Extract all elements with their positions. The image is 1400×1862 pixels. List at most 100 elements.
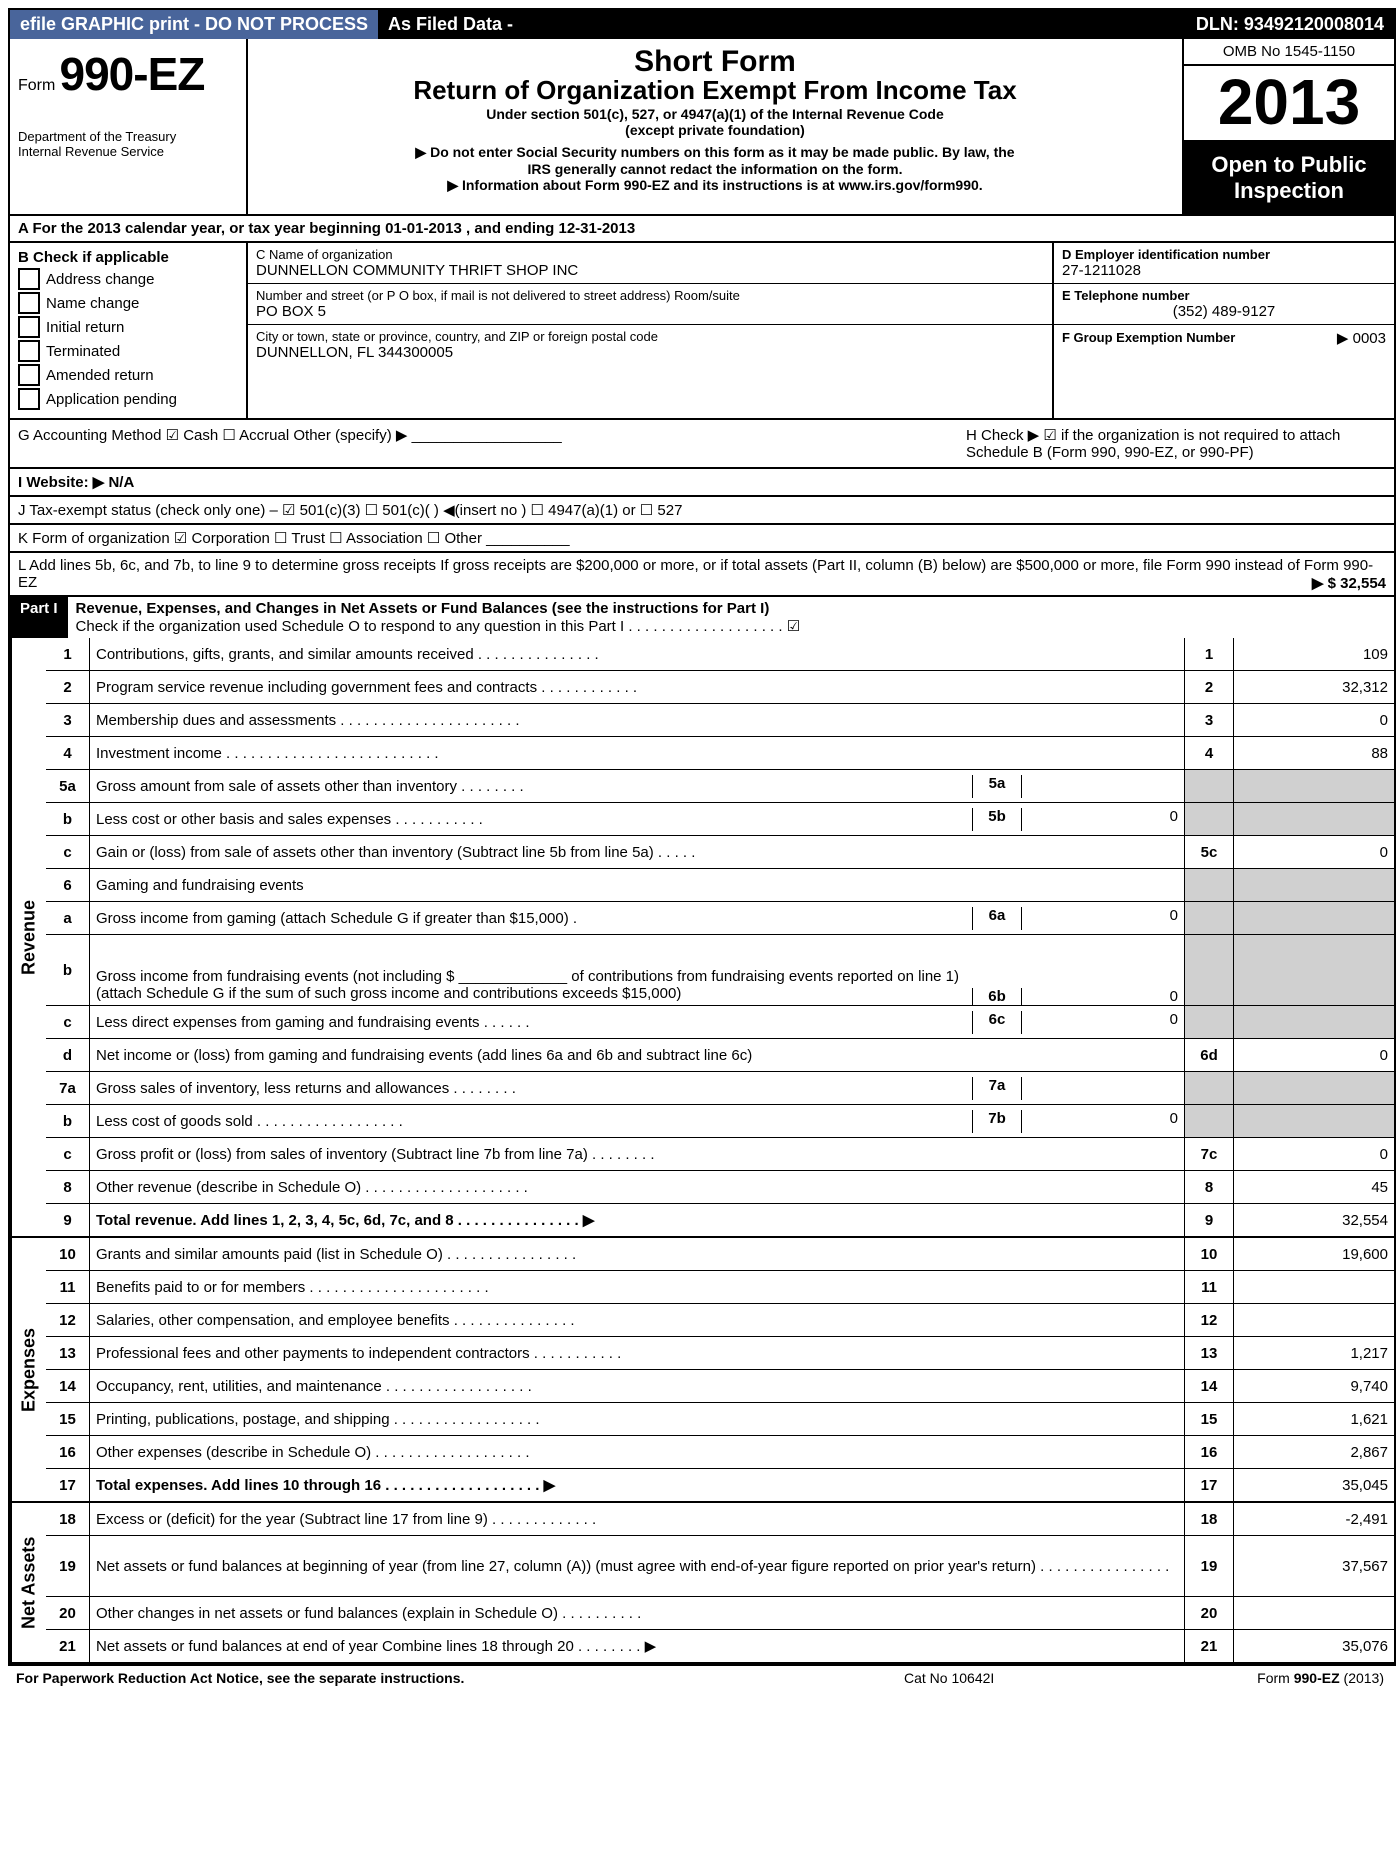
cname-label: C Name of organization [256,247,1044,262]
checkbox-icon[interactable] [18,364,40,386]
line-value: 35,076 [1234,1630,1394,1662]
inner-box-val: 0 [1022,988,1184,1005]
line-number: 21 [46,1630,90,1662]
part1-title: Revenue, Expenses, and Changes in Net As… [68,597,1394,638]
cell-c-street: Number and street (or P O box, if mail i… [248,284,1052,325]
checkbox-icon[interactable] [18,388,40,410]
checkbox-icon[interactable] [18,316,40,338]
line-number: 20 [46,1597,90,1630]
line-number: 2 [46,671,90,704]
row-h: H Check ▶ ☑ if the organization is not r… [966,426,1386,461]
short-form-title: Short Form [260,45,1170,79]
checkbox-amended-return[interactable]: Amended return [18,364,238,386]
city-label: City or town, state or province, country… [256,329,1044,344]
line-number: b [46,803,90,836]
dln: DLN: 93492120008014 [1186,10,1394,39]
line-number: c [46,836,90,869]
open-line1: Open to Public [1188,152,1390,178]
part1-header: Part I Revenue, Expenses, and Changes in… [10,597,1394,638]
line-box-gray [1184,1006,1234,1039]
checkbox-terminated[interactable]: Terminated [18,340,238,362]
group-exempt-value: ▶ 0003 [1337,329,1386,347]
info-link: ▶ Information about Form 990-EZ and its … [260,177,1170,194]
row-l: L Add lines 5b, 6c, and 7b, to line 9 to… [10,553,1394,597]
open-line2: Inspection [1188,178,1390,204]
section-label-exp: Expenses [10,1238,46,1501]
line-number: 9 [46,1204,90,1236]
line-desc: Printing, publications, postage, and shi… [90,1403,1184,1436]
form-990ez: efile GRAPHIC print - DO NOT PROCESS As … [8,8,1396,1666]
checkbox-name-change[interactable]: Name change [18,292,238,314]
line-box-gray [1184,803,1234,836]
line-desc: Excess or (deficit) for the year (Subtra… [90,1503,1184,1536]
checkbox-icon[interactable] [18,292,40,314]
line-number: d [46,1039,90,1072]
line-desc: Occupancy, rent, utilities, and maintena… [90,1370,1184,1403]
phone-value: (352) 489-9127 [1062,303,1386,320]
line-number: 15 [46,1403,90,1436]
line-value: 9,740 [1234,1370,1394,1403]
line-desc: Gross sales of inventory, less returns a… [90,1072,1184,1105]
cell-c-name: C Name of organization DUNNELLON COMMUNI… [248,243,1052,284]
line-box-num: 10 [1184,1238,1234,1271]
line-value: 2,867 [1234,1436,1394,1469]
line-value: 19,600 [1234,1238,1394,1271]
checkbox-application-pending[interactable]: Application pending [18,388,238,410]
line-value: 0 [1234,1138,1394,1171]
line-number: 11 [46,1271,90,1304]
dept-irs: Internal Revenue Service [18,144,238,159]
line-value: 32,554 [1234,1204,1394,1236]
org-name: DUNNELLON COMMUNITY THRIFT SHOP INC [256,262,1044,279]
line-value: 45 [1234,1171,1394,1204]
row-g: G Accounting Method ☑ Cash ☐ Accrual Oth… [18,426,966,461]
row-k-formorg: K Form of organization ☑ Corporation ☐ T… [10,525,1394,553]
line-value: -2,491 [1234,1503,1394,1536]
line-value-gray [1234,1105,1394,1138]
row-l-amount: ▶ $ 32,554 [1312,574,1386,592]
line-number: 7a [46,1072,90,1105]
line-number: 13 [46,1337,90,1370]
inner-box-num: 5a [972,775,1022,798]
inner-box-val: 0 [1022,1011,1184,1034]
line-desc: Net assets or fund balances at beginning… [90,1536,1184,1597]
line-number: 1 [46,638,90,671]
line-number: 12 [46,1304,90,1337]
omb-number: OMB No 1545-1150 [1184,39,1394,66]
line-value-gray [1234,770,1394,803]
top-bar: efile GRAPHIC print - DO NOT PROCESS As … [10,10,1394,39]
line-number: 5a [46,770,90,803]
inner-box-val: 0 [1022,808,1184,831]
line-box-num: 11 [1184,1271,1234,1304]
line-value: 35,045 [1234,1469,1394,1501]
footer-right: Form Form 990-EZ (2013)990-EZ (2013) [1164,1670,1384,1686]
inner-box-num: 6a [972,907,1022,930]
line-number: 16 [46,1436,90,1469]
col-b-title: B Check if applicable [18,249,238,266]
line-value-gray [1234,803,1394,836]
tax-year: 2013 [1184,66,1394,142]
line-desc: Other revenue (describe in Schedule O) .… [90,1171,1184,1204]
row-l-text: L Add lines 5b, 6c, and 7b, to line 9 to… [18,557,1373,591]
line-number: c [46,1006,90,1039]
footer-left: For Paperwork Reduction Act Notice, see … [16,1670,904,1686]
line-number: 3 [46,704,90,737]
footer-mid: Cat No 10642I [904,1670,1164,1686]
efile-banner: efile GRAPHIC print - DO NOT PROCESS [10,10,378,39]
line-box-num: 2 [1184,671,1234,704]
line-number: 14 [46,1370,90,1403]
checkbox-icon[interactable] [18,268,40,290]
open-to-public: Open to Public Inspection [1184,142,1394,214]
line-box-num: 18 [1184,1503,1234,1536]
col-b-checkboxes: B Check if applicable Address changeName… [10,243,248,418]
checkbox-icon[interactable] [18,340,40,362]
row-gh: G Accounting Method ☑ Cash ☐ Accrual Oth… [10,420,1394,469]
line-desc: Salaries, other compensation, and employ… [90,1304,1184,1337]
line-box-num: 5c [1184,836,1234,869]
inner-box-val: 0 [1022,1110,1184,1133]
line-value: 0 [1234,836,1394,869]
inner-box-num: 7a [972,1077,1022,1100]
checkbox-initial-return[interactable]: Initial return [18,316,238,338]
line-box-num: 7c [1184,1138,1234,1171]
checkbox-address-change[interactable]: Address change [18,268,238,290]
col-def: D Employer identification number 27-1211… [1052,243,1394,418]
